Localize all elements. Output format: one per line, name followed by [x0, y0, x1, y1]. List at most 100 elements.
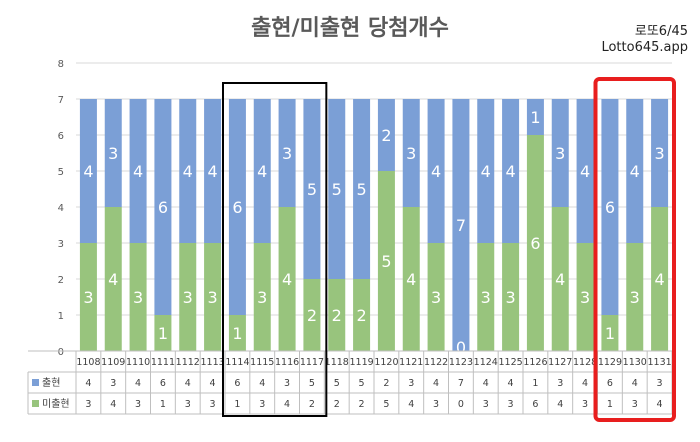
table-cell-not-appeared: 4: [557, 399, 563, 410]
x-tick-label: 1115: [250, 357, 274, 368]
bar-not-appeared: [154, 315, 172, 351]
table-cell-appeared: 5: [359, 378, 365, 389]
bar-not-appeared: [353, 279, 371, 351]
data-label-not-appeared: 3: [133, 288, 143, 307]
data-label-appeared: 4: [257, 162, 267, 181]
table-cell-not-appeared: 3: [210, 399, 216, 410]
bar-appeared: [427, 99, 445, 243]
data-label-not-appeared: 5: [381, 252, 391, 271]
data-label-not-appeared: 3: [505, 288, 515, 307]
table-cell-not-appeared: 1: [234, 399, 240, 410]
bar-not-appeared: [253, 243, 271, 351]
x-tick-label: 1121: [399, 357, 423, 368]
table-cell-not-appeared: 4: [284, 399, 290, 410]
bar-appeared: [79, 99, 97, 243]
table-cell-appeared: 4: [508, 378, 514, 389]
table-cell-appeared: 4: [632, 378, 638, 389]
table-cell-appeared: 4: [483, 378, 489, 389]
data-label-appeared: 6: [158, 198, 168, 217]
bar-not-appeared: [551, 207, 569, 351]
data-label-appeared: 5: [307, 180, 317, 199]
table-cell-not-appeared: 0: [458, 399, 464, 410]
legend-key-appeared: [32, 379, 39, 386]
bar-not-appeared: [328, 279, 346, 351]
data-label-not-appeared: 3: [83, 288, 93, 307]
table-cell-not-appeared: 4: [110, 399, 116, 410]
data-label-appeared: 2: [381, 126, 391, 145]
x-tick-label: 1114: [225, 357, 249, 368]
data-label-not-appeared: 3: [481, 288, 491, 307]
x-tick-label: 1124: [474, 357, 498, 368]
bar-appeared: [204, 99, 222, 243]
table-cell-appeared: 4: [210, 378, 216, 389]
data-label-appeared: 6: [232, 198, 242, 217]
bar-not-appeared: [303, 279, 321, 351]
bar-not-appeared: [477, 243, 495, 351]
x-tick-label: 1118: [325, 357, 349, 368]
x-tick-label: 1123: [449, 357, 473, 368]
data-label-not-appeared: 2: [307, 306, 317, 325]
bar-appeared: [651, 99, 669, 207]
data-label-not-appeared: 4: [406, 270, 416, 289]
table-cell-not-appeared: 6: [532, 399, 538, 410]
x-tick-label: 1126: [523, 357, 547, 368]
table-cell-not-appeared: 1: [607, 399, 613, 410]
brand-url: Lotto645.app: [601, 40, 688, 55]
table-cell-not-appeared: 3: [508, 399, 514, 410]
data-label-not-appeared: 4: [555, 270, 565, 289]
table-cell-appeared: 4: [85, 378, 91, 389]
bar-not-appeared: [626, 243, 644, 351]
table-cell-not-appeared: 3: [433, 399, 439, 410]
bar-appeared: [452, 99, 470, 351]
data-label-not-appeared: 3: [630, 288, 640, 307]
table-cell-not-appeared: 2: [309, 399, 315, 410]
table-cell-not-appeared: 3: [259, 399, 265, 410]
table-cell-not-appeared: 3: [185, 399, 191, 410]
table-cell-not-appeared: 3: [85, 399, 91, 410]
data-label-appeared: 7: [456, 216, 466, 235]
data-label-not-appeared: 3: [580, 288, 590, 307]
x-tick-label: 1128: [573, 357, 597, 368]
y-tick-label: 2: [58, 275, 64, 286]
table-cell-appeared: 5: [309, 378, 315, 389]
table-cell-appeared: 4: [582, 378, 588, 389]
bar-not-appeared: [526, 135, 544, 351]
bar-appeared: [402, 99, 420, 207]
table-cell-not-appeared: 3: [483, 399, 489, 410]
data-label-appeared: 4: [505, 162, 515, 181]
data-label-not-appeared: 3: [183, 288, 193, 307]
bar-appeared: [477, 99, 495, 243]
data-label-appeared: 4: [580, 162, 590, 181]
data-label-appeared: 3: [108, 144, 118, 163]
y-tick-label: 4: [58, 203, 64, 214]
x-tick-label: 1130: [623, 357, 647, 368]
data-label-appeared: 3: [654, 144, 664, 163]
y-tick-label: 0: [58, 347, 64, 358]
table-cell-not-appeared: 2: [334, 399, 340, 410]
table-cell-not-appeared: 4: [657, 399, 663, 410]
y-tick-label: 5: [58, 167, 64, 178]
data-label-not-appeared: 2: [332, 306, 342, 325]
data-label-appeared: 4: [630, 162, 640, 181]
x-tick-label: 1119: [349, 357, 373, 368]
data-label-appeared: 4: [83, 162, 93, 181]
bar-not-appeared: [377, 171, 395, 351]
data-label-not-appeared: 3: [431, 288, 441, 307]
data-label-appeared: 1: [530, 108, 540, 127]
bar-appeared: [353, 99, 371, 279]
data-label-appeared: 6: [605, 198, 615, 217]
bar-not-appeared: [79, 243, 97, 351]
bar-appeared: [179, 99, 197, 243]
data-label-not-appeared: 1: [232, 324, 242, 343]
bar-appeared: [576, 99, 594, 243]
bar-appeared: [328, 99, 346, 279]
bar-appeared: [253, 99, 271, 243]
table-cell-appeared: 4: [135, 378, 141, 389]
table-cell-not-appeared: 3: [632, 399, 638, 410]
y-tick-label: 3: [58, 239, 64, 250]
data-label-not-appeared: 1: [605, 324, 615, 343]
bar-not-appeared: [278, 207, 296, 351]
table-cell-appeared: 7: [458, 378, 464, 389]
bar-not-appeared: [576, 243, 594, 351]
